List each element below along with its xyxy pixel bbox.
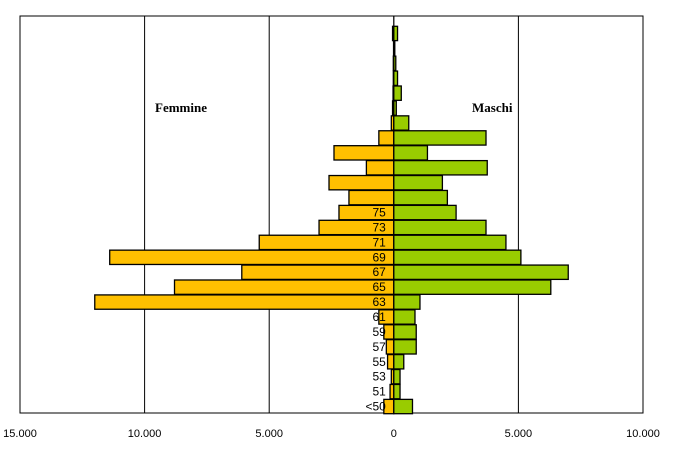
category-label-26: 75 [372, 206, 386, 220]
bar-maschi-10 [393, 249, 522, 266]
category-label-4: 53 [372, 370, 386, 384]
bar-maschi-9 [393, 264, 569, 281]
category-label-22: 71 [372, 235, 386, 249]
bars-group [94, 25, 569, 415]
bar-maschi-15 [393, 174, 444, 191]
bar-maschi-7 [393, 294, 421, 310]
category-label-18: 67 [372, 265, 386, 279]
bar-maschi-22 [393, 70, 399, 87]
bar-femmine-7 [94, 294, 395, 310]
bar-maschi-25 [393, 25, 399, 42]
bar-femmine-18 [378, 130, 395, 146]
bar-maschi-0 [393, 398, 414, 415]
plot-area-background [19, 15, 644, 414]
x-tick-label-3: 0 [391, 428, 397, 440]
bar-maschi-18 [393, 130, 487, 146]
bar-femmine-16 [365, 159, 395, 176]
x-tick-label-5: 10.000 [626, 428, 660, 440]
category-label-8: 57 [372, 340, 386, 354]
category-label-24: 73 [372, 220, 386, 234]
series-label-femmine: Femmine [155, 100, 207, 115]
bar-femmine-14 [348, 189, 395, 206]
bar-maschi-1 [393, 383, 401, 400]
bar-maschi-19 [393, 115, 410, 131]
category-label-20: 69 [372, 250, 386, 264]
bar-maschi-12 [393, 219, 487, 236]
bar-maschi-21 [393, 85, 402, 101]
category-label-12: 61 [372, 310, 386, 324]
bar-maschi-2 [393, 368, 401, 385]
bar-maschi-24 [393, 40, 396, 57]
bar-femmine-15 [328, 174, 395, 191]
bar-femmine-9 [241, 264, 395, 281]
bar-maschi-23 [393, 55, 397, 72]
bar-femmine-10 [109, 249, 395, 266]
bar-maschi-11 [393, 234, 507, 251]
bar-maschi-3 [393, 353, 405, 370]
x-tick-label-0: 15.000 [3, 428, 37, 440]
category-label-10: 59 [372, 325, 386, 339]
x-tick-label-2: 5.000 [255, 428, 283, 440]
bar-femmine-17 [333, 145, 395, 161]
bar-maschi-16 [393, 159, 488, 176]
bar-femmine-4 [385, 339, 395, 355]
bar-maschi-5 [393, 324, 417, 340]
bar-maschi-6 [393, 309, 416, 325]
category-label-6: 55 [372, 355, 386, 369]
bar-maschi-13 [393, 204, 457, 221]
bar-maschi-8 [393, 279, 552, 295]
bar-maschi-17 [393, 145, 429, 161]
bar-femmine-8 [173, 279, 395, 295]
bar-maschi-4 [393, 339, 417, 355]
category-label-0: <50 [365, 400, 386, 414]
series-label-maschi: Maschi [472, 100, 513, 115]
category-label-2: 51 [372, 385, 386, 399]
x-axis-tick-labels: 15.000 10.000 5.000 0 5.000 10.000 [3, 428, 660, 440]
category-label-16: 65 [372, 280, 386, 294]
x-tick-label-4: 5.000 [505, 428, 533, 440]
bar-maschi-14 [393, 189, 449, 206]
bar-maschi-20 [393, 100, 397, 116]
bar-femmine-3 [386, 353, 395, 370]
x-tick-label-1: 10.000 [128, 428, 162, 440]
category-label-14: 63 [372, 295, 386, 309]
